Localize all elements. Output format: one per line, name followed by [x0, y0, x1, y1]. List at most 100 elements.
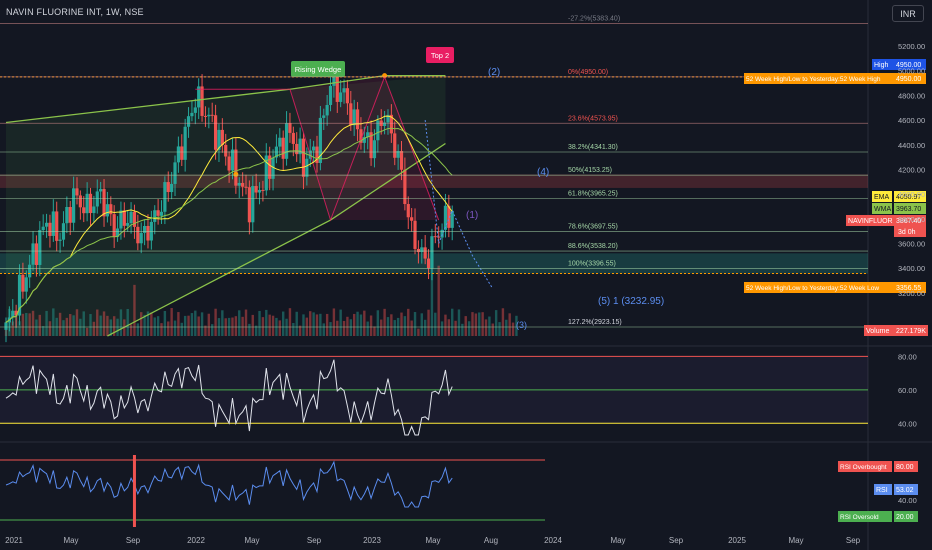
volume-bar — [85, 327, 89, 336]
candle-body — [281, 137, 285, 159]
candle-body — [105, 204, 110, 217]
volume-bar — [298, 325, 302, 336]
candle-body — [278, 137, 282, 147]
svg-text:NAVINFLUOR: NAVINFLUOR — [848, 218, 893, 225]
y-tick-label: 4200.00 — [898, 165, 925, 174]
volume-bar — [163, 310, 167, 336]
wedge-fill — [6, 75, 446, 336]
candle-body — [372, 140, 377, 159]
candle-body — [288, 123, 292, 133]
candle-body — [443, 205, 448, 230]
candle-body — [31, 243, 35, 265]
x-tick-label: Sep — [126, 536, 141, 545]
x-tick-label: 2022 — [187, 536, 205, 545]
candle-body — [193, 107, 197, 113]
volume-bar — [129, 324, 133, 336]
volume-bar — [31, 310, 35, 336]
fib-label: 23.6%(4573.95) — [568, 115, 618, 122]
rsi-tick-label: 60.00 — [898, 386, 917, 395]
ema-line — [5, 115, 453, 323]
top-2-label[interactable]: Top 2 — [426, 47, 454, 63]
wave-label-5: (5) 1 (3232.95) — [598, 296, 664, 307]
volume-bar — [454, 320, 457, 336]
y-tick-label: 3800.00 — [898, 215, 925, 224]
candle-body — [213, 115, 218, 150]
y-tick-label: 4400.00 — [898, 141, 925, 150]
candle-body — [207, 114, 211, 117]
candle-body — [271, 157, 275, 179]
candle-body — [227, 156, 231, 171]
volume-bar — [170, 308, 173, 336]
candle-body — [156, 210, 160, 216]
volume-bar — [356, 311, 359, 336]
volume-bar — [21, 313, 25, 336]
rising-wedge-label[interactable]: Rising Wedge — [291, 61, 345, 77]
rsi-tick-label: 40.00 — [898, 419, 917, 428]
candle-body — [301, 138, 306, 177]
volume-bar — [254, 325, 258, 336]
candle-body — [237, 182, 241, 186]
fib-label: 50%(4153.25) — [568, 167, 612, 174]
volume-bar — [430, 264, 434, 336]
volume-bar — [99, 315, 102, 336]
x-tick-label: May — [63, 536, 78, 545]
volume-bar — [214, 308, 217, 336]
candle-body — [447, 205, 451, 228]
candle-body — [359, 129, 363, 143]
candle-body — [132, 211, 137, 227]
candle-body — [136, 226, 140, 244]
svg-text:WMA: WMA — [874, 206, 891, 213]
candle-body — [28, 264, 32, 278]
volume-bar — [207, 313, 211, 336]
svg-text:Top 2: Top 2 — [431, 51, 449, 60]
volume-bar — [119, 309, 123, 336]
candle-body — [437, 236, 441, 238]
volume-bar — [204, 325, 207, 336]
volume-bar — [481, 312, 484, 336]
wave-label-3: (3) — [516, 320, 527, 330]
volume-bar — [126, 308, 129, 336]
candle-body — [345, 88, 350, 104]
fib-label: 0%(4950.00) — [568, 69, 608, 76]
candle-body — [11, 310, 15, 318]
fib-label: 100%(3396.55) — [568, 261, 616, 268]
volume-bar — [349, 319, 352, 336]
volume-bar — [309, 311, 312, 336]
volume-bar — [143, 314, 146, 336]
candle-body — [17, 274, 22, 316]
x-tick-label: 2025 — [728, 536, 746, 545]
volume-bar — [464, 316, 467, 336]
candle-body — [423, 247, 427, 259]
volume-bar — [484, 319, 488, 336]
volume-bar — [437, 265, 440, 336]
volume-tag: Volume 227.179K — [864, 325, 928, 336]
candle-body — [112, 214, 116, 237]
ema-tag: EMA 4050.97 — [872, 191, 926, 202]
candle-body — [210, 114, 214, 116]
candle-body — [251, 186, 255, 223]
svg-text:4950.00: 4950.00 — [896, 62, 921, 69]
volume-bar — [89, 314, 92, 336]
svg-text:4050.97: 4050.97 — [896, 194, 921, 201]
candle-body — [220, 129, 224, 145]
candle-body — [247, 187, 251, 223]
volume-bar — [160, 323, 163, 336]
wave-label-4: (4) — [537, 167, 549, 178]
candle-body — [41, 226, 45, 231]
candle-body — [410, 217, 414, 221]
volume-bar — [467, 321, 471, 336]
volume-bar — [265, 309, 268, 336]
volume-bar — [376, 310, 380, 336]
candle-body — [72, 188, 76, 223]
volume-bar — [234, 316, 238, 336]
candle-body — [115, 228, 120, 237]
wave-label-1: (1) — [466, 210, 478, 221]
volume-bar — [140, 312, 143, 336]
candle-body — [328, 85, 333, 105]
svg-text:4950.00: 4950.00 — [896, 76, 921, 83]
currency-selector[interactable]: INR — [892, 5, 924, 22]
candle-body — [82, 207, 86, 214]
candle-body — [68, 207, 72, 223]
candle-body — [366, 132, 370, 138]
